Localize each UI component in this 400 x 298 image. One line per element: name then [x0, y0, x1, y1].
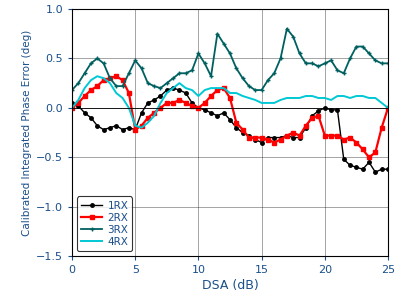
4RX — [70, 106, 74, 110]
3RX — [379, 62, 384, 65]
4RX — [291, 96, 296, 100]
2RX — [70, 106, 74, 110]
Line: 3RX: 3RX — [70, 27, 390, 92]
3RX — [70, 88, 74, 92]
X-axis label: DSA (dB): DSA (dB) — [202, 280, 258, 292]
2RX — [284, 134, 289, 137]
2RX — [146, 116, 150, 119]
2RX — [386, 106, 390, 110]
2RX — [114, 74, 119, 78]
3RX — [386, 62, 390, 65]
4RX — [177, 81, 182, 85]
Line: 2RX: 2RX — [70, 74, 390, 159]
1RX — [164, 88, 169, 92]
1RX — [171, 86, 176, 90]
3RX — [164, 81, 169, 85]
2RX — [177, 98, 182, 102]
2RX — [304, 124, 308, 128]
4RX — [379, 101, 384, 105]
2RX — [379, 126, 384, 129]
Y-axis label: Calibrated Integrated Phase Error (deg): Calibrated Integrated Phase Error (deg) — [22, 30, 32, 236]
4RX — [310, 94, 314, 98]
1RX — [70, 101, 74, 105]
4RX — [386, 106, 390, 110]
2RX — [171, 101, 176, 105]
1RX — [373, 170, 378, 174]
3RX — [139, 66, 144, 70]
4RX — [183, 86, 188, 90]
1RX — [284, 134, 289, 137]
1RX — [177, 88, 182, 92]
4RX — [139, 126, 144, 129]
3RX — [304, 62, 308, 65]
1RX — [386, 167, 390, 171]
1RX — [304, 126, 308, 129]
2RX — [367, 156, 372, 159]
4RX — [152, 114, 156, 118]
3RX — [284, 27, 289, 30]
3RX — [278, 57, 283, 60]
Line: 4RX: 4RX — [72, 76, 388, 128]
1RX — [139, 111, 144, 115]
Legend: 1RX, 2RX, 3RX, 4RX: 1RX, 2RX, 3RX, 4RX — [77, 196, 132, 251]
4RX — [95, 74, 100, 78]
Line: 1RX: 1RX — [70, 86, 390, 174]
3RX — [171, 76, 176, 80]
1RX — [379, 167, 384, 171]
